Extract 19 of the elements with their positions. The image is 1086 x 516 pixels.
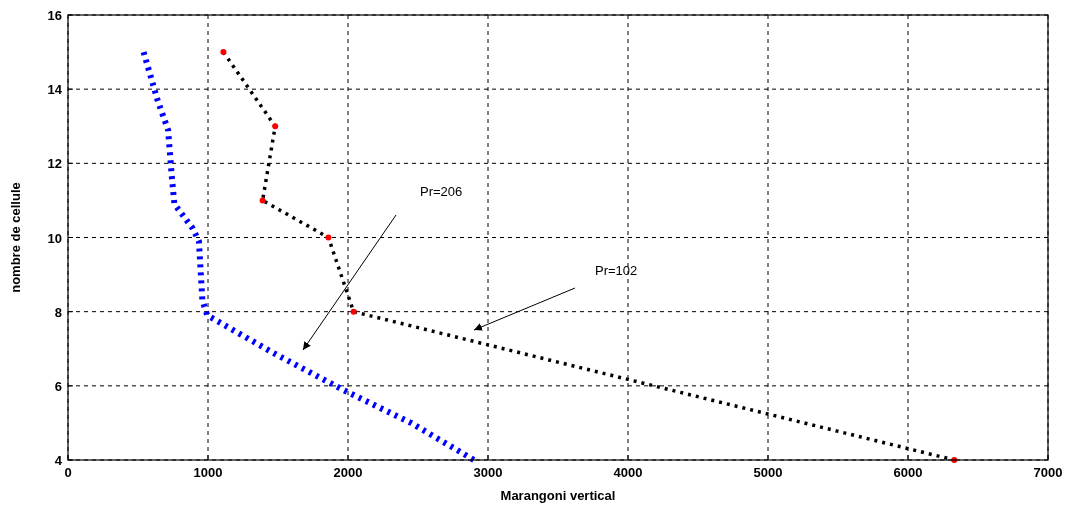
annotation: Pr=206 <box>420 184 463 199</box>
y-axis-title: nombre de cellule <box>8 182 23 293</box>
x-axis-title: Marangoni vertical <box>500 488 616 503</box>
y-tick-label: 8 <box>54 304 62 320</box>
y-tick-label: 4 <box>54 453 63 468</box>
x-tick-label: 6000 <box>893 465 923 480</box>
x-tick-label: 3000 <box>473 465 503 480</box>
y-tick-label: 14 <box>47 82 63 98</box>
y-tick-label: 12 <box>47 156 62 172</box>
annotation: Pr=102 <box>595 263 638 278</box>
y-tick-label: 16 <box>47 8 62 23</box>
y-tick-label: 10 <box>47 230 62 246</box>
x-tick-label: 0 <box>64 465 72 480</box>
x-tick-label: 7000 <box>1033 465 1063 480</box>
x-tick-label: 4000 <box>613 465 643 480</box>
x-tick-label: 1000 <box>193 465 223 480</box>
x-tick-label: 2000 <box>333 465 363 480</box>
y-tick-label: 6 <box>54 378 62 394</box>
x-tick-label: 5000 <box>753 465 783 480</box>
